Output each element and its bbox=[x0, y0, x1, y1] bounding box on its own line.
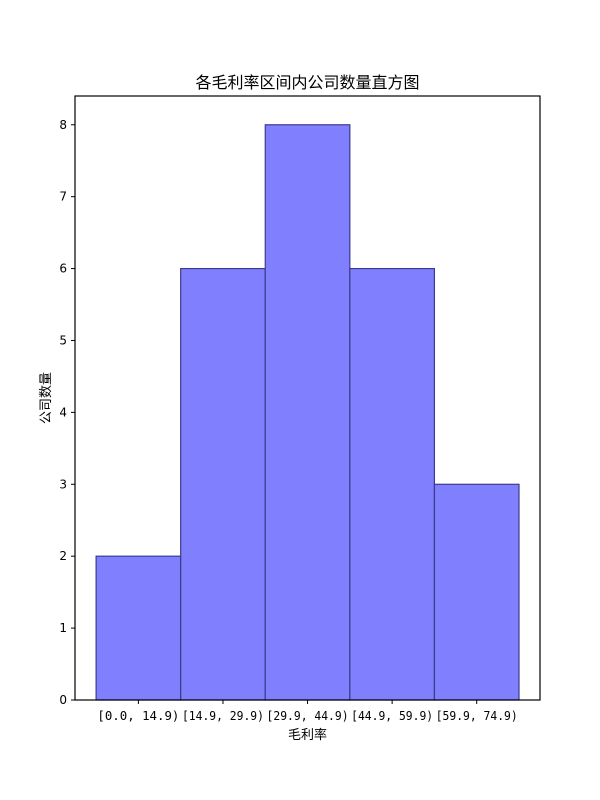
y-axis: 0 1 2 3 4 5 6 7 8 bbox=[59, 118, 75, 707]
histogram-bar bbox=[349, 267, 436, 701]
y-tick-label: 0 bbox=[59, 693, 67, 707]
y-tick-label: 8 bbox=[59, 118, 67, 132]
y-tick-label: 4 bbox=[59, 405, 67, 419]
x-tick-label: [29.9, 44.9) bbox=[267, 709, 349, 723]
y-tick-label: 7 bbox=[59, 190, 67, 204]
y-tick-label: 2 bbox=[59, 549, 67, 563]
chart-title: 各毛利率区间内公司数量直方图 bbox=[195, 73, 419, 92]
histogram-bar bbox=[180, 267, 266, 701]
y-axis-label: 公司数量 bbox=[39, 372, 54, 424]
histogram-bar bbox=[95, 555, 182, 701]
x-axis-label: 毛利率 bbox=[288, 727, 327, 743]
x-tick-label: [44.9, 59.9) bbox=[351, 709, 433, 723]
x-tick-label: [59.9, 74.9) bbox=[436, 709, 518, 723]
histogram-bar bbox=[264, 124, 351, 701]
x-axis: [0.0, 14.9) [14.9, 29.9) [29.9, 44.9) [44.9… bbox=[97, 700, 518, 723]
y-tick-label: 3 bbox=[59, 477, 67, 491]
y-tick-label: 6 bbox=[59, 262, 67, 276]
y-tick-label: 1 bbox=[59, 621, 67, 635]
y-tick-label: 5 bbox=[59, 333, 67, 347]
x-tick-label: [14.9, 29.9) bbox=[182, 709, 264, 723]
bars-group bbox=[95, 124, 520, 701]
histogram-bar bbox=[433, 483, 520, 701]
x-tick-label: [0.0, 14.9) bbox=[97, 709, 179, 723]
